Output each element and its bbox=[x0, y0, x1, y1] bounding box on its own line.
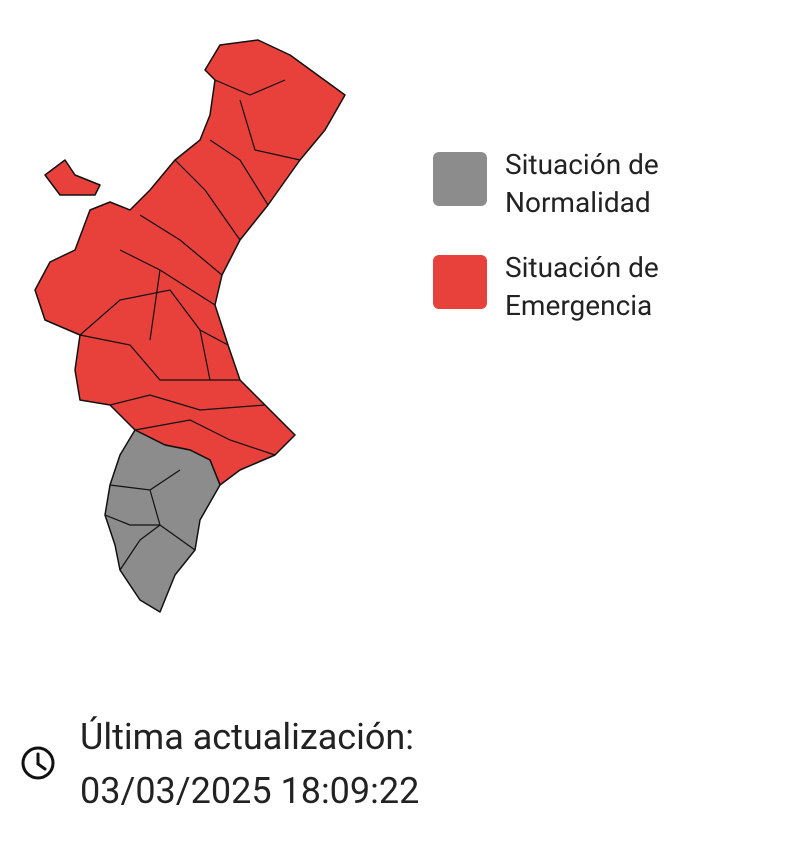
region-borders bbox=[79, 79, 301, 456]
update-timestamp: 03/03/2025 18:09:22 bbox=[80, 770, 420, 812]
legend-swatch bbox=[433, 152, 487, 206]
region-borders bbox=[104, 469, 196, 571]
legend-item: Situación de Emergencia bbox=[433, 251, 705, 325]
legend-label: Situación de Normalidad bbox=[505, 148, 659, 219]
legend-item: Situación de Normalidad bbox=[433, 148, 705, 222]
last-update: Última actualización: 03/03/2025 18:09:2… bbox=[80, 710, 419, 818]
region bbox=[44, 159, 101, 196]
clock-icon bbox=[21, 746, 55, 780]
normal-regions bbox=[104, 429, 221, 613]
legend-label: Situación de Emergencia bbox=[505, 251, 659, 322]
region-map bbox=[34, 39, 346, 613]
update-label: Última actualización: bbox=[80, 716, 415, 758]
emergency-regions bbox=[34, 39, 346, 486]
legend-swatch bbox=[433, 255, 487, 309]
region bbox=[34, 39, 346, 486]
region bbox=[104, 429, 221, 613]
